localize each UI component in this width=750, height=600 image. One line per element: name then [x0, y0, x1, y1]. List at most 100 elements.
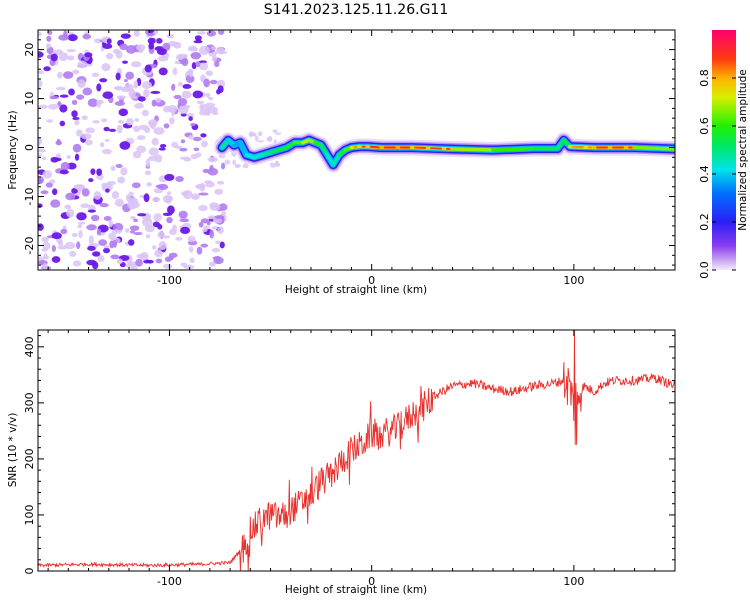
- noise-speck: [105, 188, 110, 193]
- noise-speck: [206, 30, 217, 37]
- noise-speck: [59, 169, 69, 175]
- noise-speck: [180, 139, 186, 144]
- noise-speck: [205, 92, 211, 98]
- noise-speck: [99, 142, 105, 148]
- noise-speck: [205, 181, 215, 188]
- noise-speck: [93, 38, 103, 44]
- noise-speck: [84, 52, 93, 58]
- snr-frame: [37, 329, 676, 572]
- noise-speck: [272, 129, 278, 134]
- noise-speck: [172, 224, 177, 232]
- noise-speck: [275, 160, 279, 164]
- noise-speck: [164, 173, 175, 181]
- noise-speck: [215, 46, 225, 55]
- noise-speck: [178, 81, 183, 87]
- noise-speck: [76, 241, 81, 250]
- noise-speck: [168, 252, 178, 258]
- noise-speck: [199, 46, 210, 55]
- noise-speck: [125, 263, 137, 268]
- noise-speck: [162, 263, 173, 269]
- noise-speck: [120, 167, 128, 176]
- noise-speck: [42, 255, 50, 260]
- noise-speck: [131, 182, 141, 189]
- noise-speck: [211, 46, 217, 50]
- noise-speck: [51, 256, 61, 263]
- noise-speck: [146, 259, 154, 264]
- noise-speck: [203, 78, 211, 88]
- noise-speck: [152, 30, 159, 36]
- noise-speck: [85, 127, 96, 134]
- noise-speck: [221, 162, 226, 170]
- noise-speck: [72, 116, 80, 121]
- noise-speck: [96, 83, 102, 92]
- noise-speck: [167, 191, 172, 195]
- noise-speck: [133, 231, 143, 236]
- noise-speck: [200, 243, 209, 248]
- noise-speck: [38, 176, 44, 184]
- noise-speck: [155, 184, 165, 189]
- noise-speck: [76, 129, 83, 137]
- noise-speck: [173, 41, 182, 49]
- noise-speck: [60, 228, 68, 235]
- noise-speck: [154, 249, 163, 258]
- noise-speck: [62, 71, 74, 79]
- noise-speck: [185, 74, 195, 83]
- noise-speck: [148, 42, 155, 50]
- noise-speck: [72, 260, 82, 267]
- noise-speck: [200, 133, 207, 138]
- noise-speck: [214, 215, 225, 220]
- noise-speck: [136, 145, 147, 154]
- noise-speck: [144, 64, 152, 73]
- noise-speck: [60, 161, 70, 171]
- noise-speck: [152, 245, 157, 250]
- noise-speck: [68, 88, 75, 96]
- noise-speck: [164, 197, 172, 204]
- noise-speck: [198, 204, 208, 212]
- noise-speck: [106, 181, 116, 186]
- spectrogram-noise-region: [38, 30, 282, 270]
- noise-speck: [216, 180, 225, 185]
- noise-speck: [49, 179, 56, 184]
- noise-speck: [209, 203, 221, 211]
- noise-speck: [53, 157, 62, 162]
- noise-speck: [80, 133, 92, 140]
- noise-speck: [158, 147, 166, 151]
- noise-speck: [128, 191, 134, 197]
- noise-speck: [103, 126, 110, 132]
- noise-speck: [214, 240, 221, 244]
- noise-speck: [120, 33, 131, 39]
- noise-speck: [126, 118, 134, 126]
- noise-speck: [150, 90, 161, 95]
- noise-speck: [209, 79, 218, 85]
- noise-speck: [148, 155, 158, 162]
- noise-speck: [137, 96, 146, 102]
- noise-speck: [211, 226, 218, 230]
- noise-speck: [270, 164, 276, 168]
- noise-speck: [111, 229, 123, 234]
- noise-speck: [69, 250, 77, 257]
- noise-speck: [96, 168, 103, 176]
- noise-speck: [81, 188, 90, 197]
- noise-speck: [146, 182, 152, 187]
- noise-speck: [59, 120, 66, 127]
- noise-speck: [144, 224, 155, 233]
- noise-speck: [189, 257, 195, 264]
- noise-speck: [148, 147, 159, 156]
- noise-speck: [188, 116, 193, 122]
- noise-speck: [173, 94, 182, 100]
- noise-speck: [199, 103, 204, 112]
- trace-core-segment: [632, 145, 675, 151]
- noise-speck: [72, 143, 82, 153]
- noise-speck: [46, 119, 53, 123]
- noise-speck: [92, 251, 101, 257]
- noise-speck: [269, 162, 277, 165]
- noise-speck: [146, 234, 151, 239]
- noise-speck: [67, 34, 78, 42]
- noise-speck: [71, 99, 78, 106]
- noise-speck: [38, 79, 43, 88]
- noise-speck: [153, 127, 165, 135]
- noise-speck: [58, 34, 69, 41]
- noise-speck: [101, 63, 111, 72]
- noise-speck: [125, 194, 131, 202]
